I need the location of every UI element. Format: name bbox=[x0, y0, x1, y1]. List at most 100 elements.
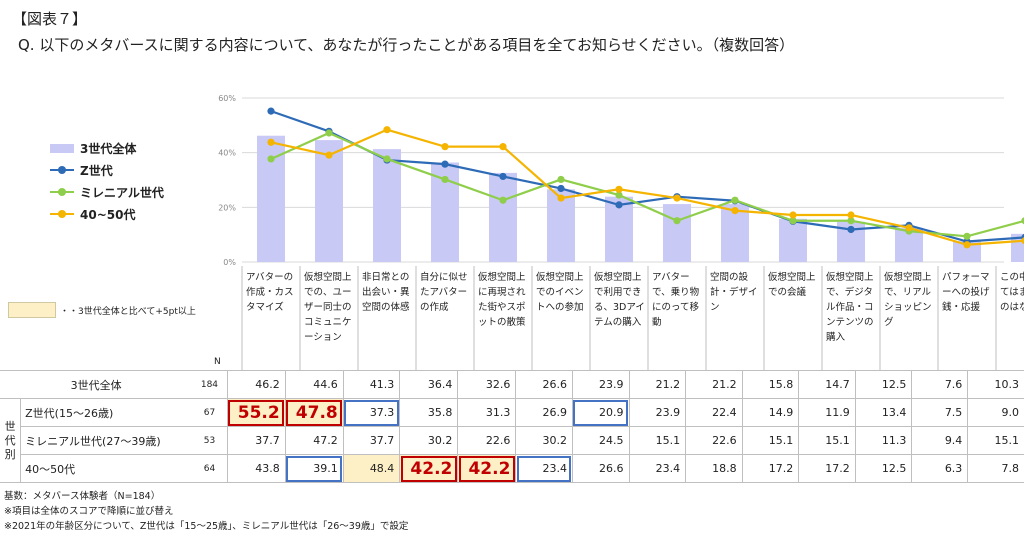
y-tick-label: 60% bbox=[218, 94, 236, 103]
bar bbox=[315, 140, 343, 262]
series-point bbox=[615, 191, 623, 199]
table-cell: 15.8 bbox=[741, 370, 799, 399]
legend-swatch-millennial bbox=[50, 186, 74, 198]
table-cell: 7.6 bbox=[911, 370, 968, 399]
row-label: 3世代全体 bbox=[0, 370, 193, 399]
series-point bbox=[673, 194, 681, 202]
row-n: 64 bbox=[192, 454, 228, 483]
series-point bbox=[847, 211, 855, 219]
series-line bbox=[270, 128, 1024, 246]
table-cell: 31.3 bbox=[457, 398, 516, 427]
series-point bbox=[499, 196, 507, 204]
chart-legend: 3世代全体 Z世代 ミレニアル世代 40~50代 bbox=[50, 138, 164, 226]
table-row: 40～50代 64 43.8 39.1 48.4 42.2 42.2 23.4 26.6 23.4… bbox=[0, 454, 1024, 483]
legend-label-millennial: ミレニアル世代 bbox=[80, 185, 164, 200]
bar bbox=[953, 241, 981, 262]
table-cell: 7.5 bbox=[911, 398, 968, 427]
row-n: 184 bbox=[192, 370, 228, 399]
table-cell: 11.9 bbox=[798, 398, 856, 427]
y-tick-label: 40% bbox=[218, 149, 236, 158]
table-cell: 30.2 bbox=[515, 426, 573, 455]
series-point bbox=[731, 207, 739, 215]
table-cell: 7.8 bbox=[967, 454, 1024, 483]
series-point bbox=[731, 196, 739, 204]
data-table: 3世代全体 184 46.2 44.6 41.3 36.4 32.6 26.6 23.9 21.2… bbox=[0, 370, 1024, 483]
table-cell: 12.5 bbox=[854, 454, 912, 483]
series-point bbox=[963, 241, 971, 249]
table-cell: 23.4 bbox=[515, 454, 573, 483]
series-point bbox=[615, 201, 623, 209]
row-n: 67 bbox=[192, 398, 228, 427]
series-point bbox=[557, 194, 565, 202]
table-cell: 24.5 bbox=[571, 426, 630, 455]
category-label: 仮想空間上での、ユーザー同士のコミュニケーション bbox=[304, 272, 352, 343]
bar bbox=[373, 149, 401, 262]
category-label: 仮想空間上で利用できる、3Dアイテムの購入 bbox=[594, 272, 645, 328]
category-label: 仮想空間上に再現された街やスポットの散策 bbox=[478, 272, 526, 328]
category-label: 空間の設計・デザイン bbox=[710, 272, 758, 313]
bar bbox=[779, 218, 807, 262]
table-cell: 9.4 bbox=[911, 426, 968, 455]
table-cell: 37.3 bbox=[342, 398, 400, 427]
series-point bbox=[267, 138, 275, 146]
legend-item-z: Z世代 bbox=[50, 160, 164, 180]
series-point bbox=[963, 232, 971, 240]
series-point bbox=[267, 107, 275, 115]
table-row: 3世代全体 184 46.2 44.6 41.3 36.4 32.6 26.6 23.9 21.2… bbox=[0, 370, 1024, 399]
table-cell: 21.2 bbox=[628, 370, 686, 399]
series-point bbox=[557, 175, 565, 184]
table-cell: 26.9 bbox=[515, 398, 573, 427]
series-point bbox=[847, 217, 855, 225]
series-point bbox=[673, 217, 681, 225]
series-point bbox=[499, 172, 507, 181]
table-cell: 26.6 bbox=[515, 370, 573, 399]
series-point bbox=[847, 225, 855, 234]
row-label: ミレニアル世代(27～39歳) bbox=[20, 426, 193, 455]
n-header: N bbox=[214, 357, 221, 367]
legend-label-z: Z世代 bbox=[80, 163, 113, 178]
combo-chart: 0% 20% 40% 60% bbox=[218, 94, 1024, 370]
legend-swatch-forties bbox=[50, 208, 74, 220]
series-line bbox=[270, 131, 1024, 238]
footnote-order: ※項目は全体のスコアで降順に並び替え bbox=[4, 506, 174, 517]
table-cell: 48.4 bbox=[342, 454, 400, 483]
legend-label-all: 3世代全体 bbox=[80, 141, 137, 156]
table-cell: 14.7 bbox=[798, 370, 856, 399]
highlight-swatch bbox=[8, 302, 56, 318]
table-cell: 37.7 bbox=[342, 426, 400, 455]
series-point bbox=[499, 143, 507, 151]
legend-swatch-z bbox=[50, 164, 74, 176]
row-label: 40～50代 bbox=[20, 454, 193, 483]
category-label: 仮想空間上で、リアルショッピング bbox=[884, 272, 932, 328]
series-point bbox=[325, 129, 333, 137]
table-cell: 15.1 bbox=[798, 426, 856, 455]
legend-label-forties: 40~50代 bbox=[80, 207, 136, 222]
table-cell: 30.2 bbox=[399, 426, 458, 455]
table-cell: 32.6 bbox=[457, 370, 516, 399]
table-cell: 36.4 bbox=[399, 370, 458, 399]
table-cell: 15.1 bbox=[628, 426, 686, 455]
row-n: 53 bbox=[192, 426, 228, 455]
series-point bbox=[615, 185, 623, 193]
category-label: パフォーマーへの投げ銭・応援 bbox=[942, 272, 990, 313]
table-cell: 22.4 bbox=[685, 398, 743, 427]
table-cell: 21.2 bbox=[685, 370, 743, 399]
footnote-age: ※2021年の年齢区分について、Z世代は「15～25歳」、ミレニアル世代は「26… bbox=[4, 521, 409, 532]
highlight-note: ・・3世代全体と比べて+5pt以上 bbox=[8, 302, 196, 318]
table-cell: 17.2 bbox=[798, 454, 856, 483]
table-cell: 10.3 bbox=[967, 370, 1024, 399]
series-point bbox=[1021, 217, 1024, 225]
y-tick-label: 0% bbox=[223, 258, 236, 267]
bar bbox=[489, 172, 517, 262]
table-cell: 15.1 bbox=[967, 426, 1024, 455]
table-cell: 35.8 bbox=[399, 398, 458, 427]
table-row: ミレニアル世代(27～39歳) 53 37.7 47.2 37.7 30.2 22.6 30.… bbox=[0, 426, 1024, 455]
table-cell: 26.6 bbox=[571, 454, 630, 483]
table-cell: 17.2 bbox=[741, 454, 799, 483]
table-cell: 55.2 bbox=[226, 398, 286, 427]
figure-tag: 【図表７】 bbox=[12, 10, 88, 28]
table-cell: 43.8 bbox=[226, 454, 286, 483]
table-cell: 42.2 bbox=[457, 454, 516, 483]
category-label: アバターで、乗り物にのって移動 bbox=[652, 272, 700, 328]
bar bbox=[663, 204, 691, 262]
